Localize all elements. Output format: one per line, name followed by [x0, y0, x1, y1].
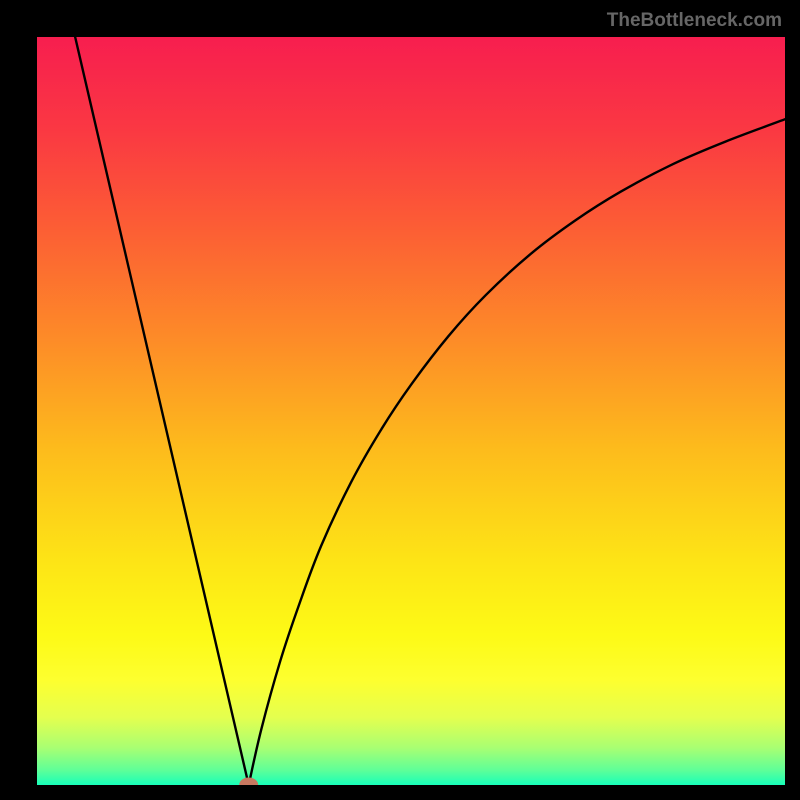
- chart-svg: [0, 0, 800, 800]
- bottleneck-chart: TheBottleneck.com: [0, 0, 800, 800]
- plot-background: [37, 37, 785, 785]
- watermark-text: TheBottleneck.com: [607, 10, 782, 32]
